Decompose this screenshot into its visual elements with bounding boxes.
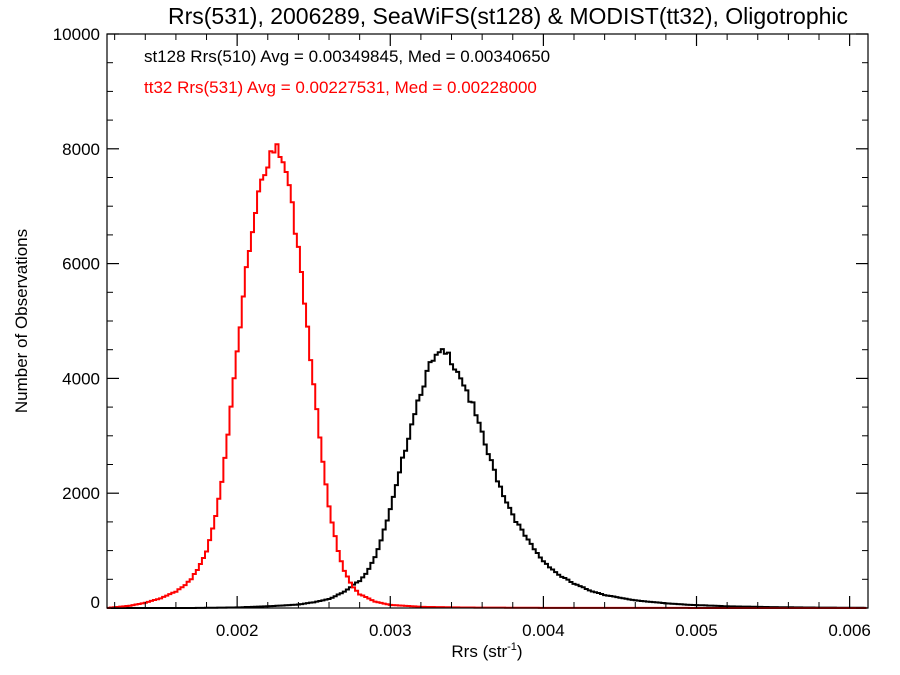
y-tick-label: 0 (91, 593, 100, 612)
series-line-0 (107, 348, 867, 609)
y-tick-label: 4000 (62, 369, 100, 388)
x-tick-label: 0.002 (216, 621, 259, 640)
series-line-1 (107, 143, 867, 609)
legend-entry-st128: st128 Rrs(510) Avg = 0.00349845, Med = 0… (144, 47, 550, 66)
y-tick-label: 10000 (53, 25, 100, 44)
y-tick-label: 2000 (62, 484, 100, 503)
chart-title: Rrs(531), 2006289, SeaWiFS(st128) & MODI… (168, 3, 848, 29)
x-tick-label: 0.005 (675, 621, 718, 640)
y-axis-title: Number of Observations (12, 229, 31, 413)
y-tick-label: 8000 (62, 140, 100, 159)
axes: 0.002 0.003 0.004 0.005 0.006 0 2000 4000 6000 80… (53, 25, 871, 640)
y-tick-label: 6000 (62, 255, 100, 274)
x-axis-title-main: Rrs (str (451, 642, 507, 661)
plot-area (107, 143, 867, 609)
plot-frame (106, 33, 869, 609)
x-tick-label: 0.004 (522, 621, 565, 640)
x-axis-title-superscript: -1 (507, 641, 517, 653)
x-tick-label: 0.003 (369, 621, 412, 640)
x-axis-title-suffix: ) (517, 642, 523, 661)
x-tick-label: 0.006 (828, 621, 871, 640)
x-axis-title: Rrs (str-1) (451, 641, 522, 661)
legend-entry-tt32: tt32 Rrs(531) Avg = 0.00227531, Med = 0.… (144, 78, 537, 97)
